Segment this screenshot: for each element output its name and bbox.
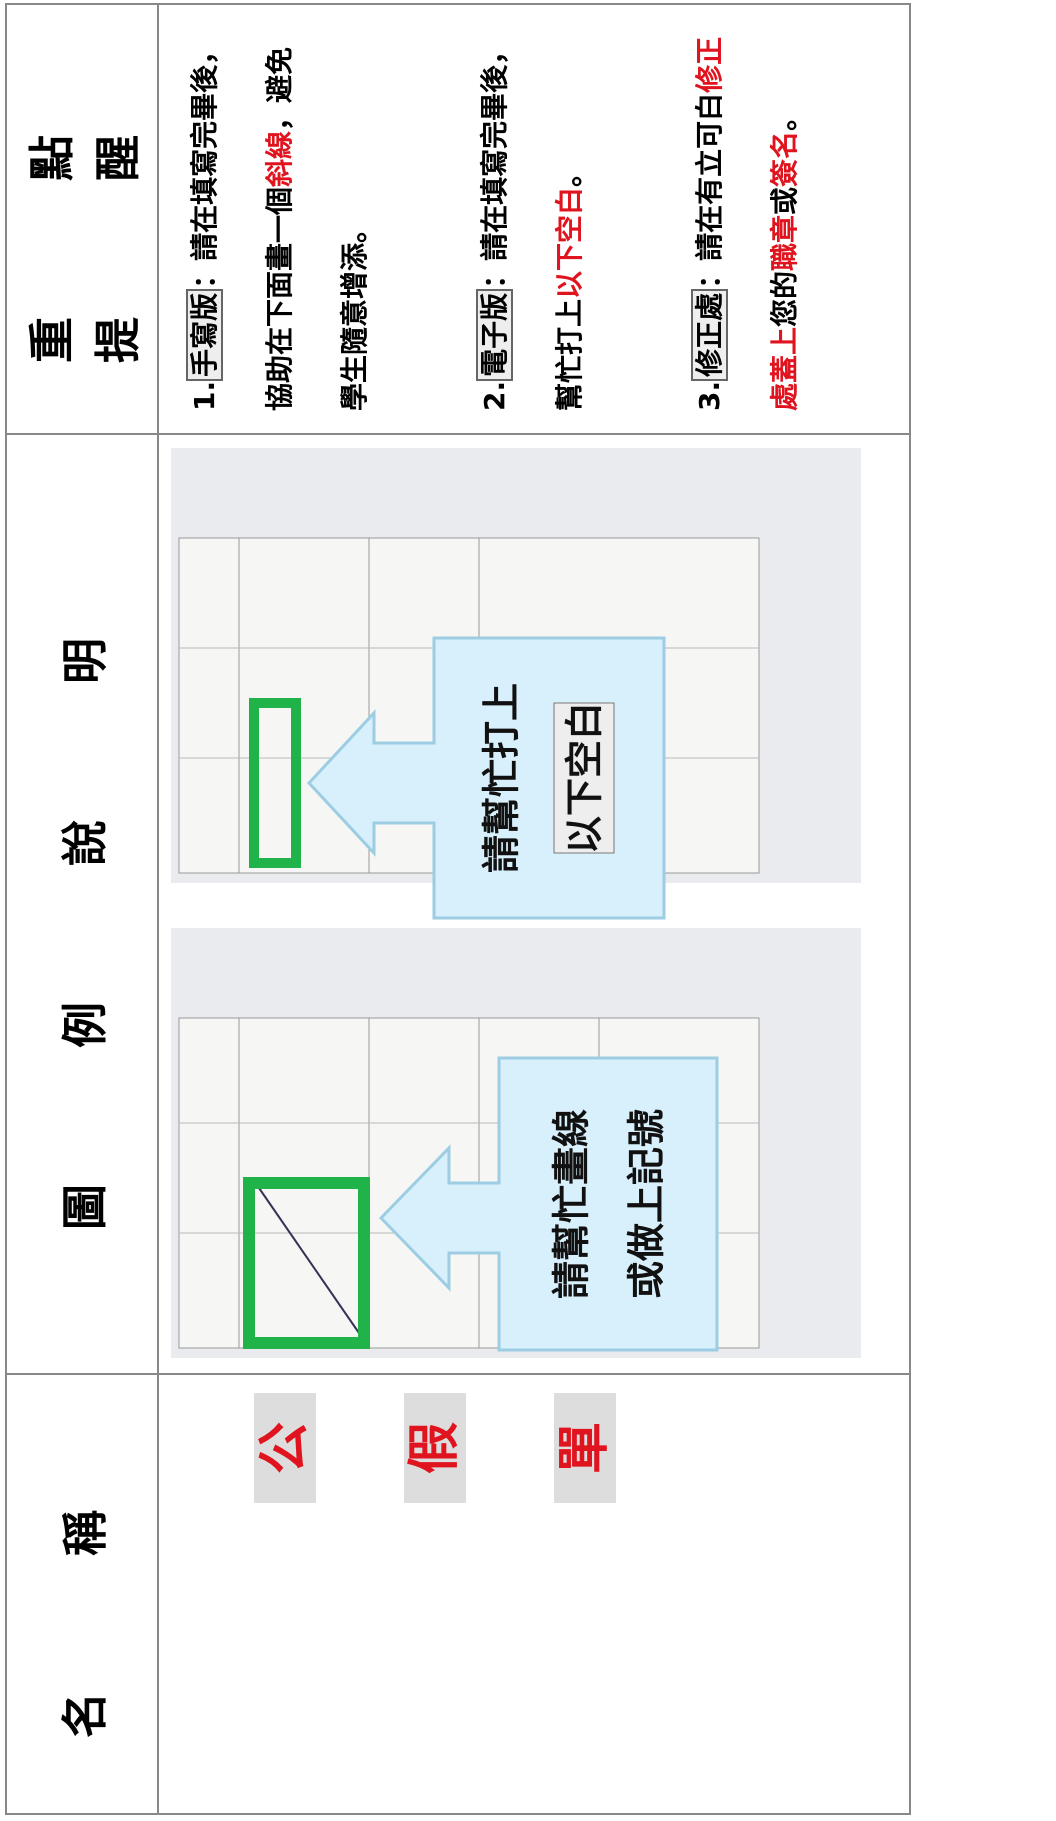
header-cell: 圖 例 說 明: [6, 434, 158, 1374]
note: 1.手寫版：請在填寫完畢後，協助在下面畫一個斜線，避免學生隨意增添。: [167, 25, 392, 411]
note-part: 手寫版: [186, 288, 223, 381]
note-part: 您的: [768, 270, 801, 327]
note-part: 修正處: [691, 288, 728, 381]
notes-cell: 1.手寫版：請在填寫完畢後，協助在下面畫一個斜線，避免學生隨意增添。 2.電子版：…: [158, 4, 910, 434]
name-char: 假: [404, 1393, 466, 1503]
callout-text: 或做上記號: [625, 1109, 669, 1299]
name-cell: 公假單: [158, 1374, 910, 1814]
note: 2.電子版：請在填寫完畢後，幫忙打上以下空白。: [457, 25, 607, 411]
example-cell: 請幫忙畫線 或做上記號 請幫忙打上 以下空白: [158, 434, 910, 1374]
note-part: 斜線: [263, 130, 296, 187]
name-char: 單: [554, 1393, 616, 1503]
sheet: 名 稱 圖 例 說 明 重 點 提 醒 公假單: [5, 4, 910, 1815]
callout-text: 請幫忙畫線: [550, 1109, 594, 1299]
note-part: 。: [768, 102, 801, 131]
note-part: 或: [768, 186, 801, 215]
note-part: 簽名: [768, 130, 801, 187]
note-part: 。: [553, 158, 586, 187]
header-cell: 名 稱: [6, 1374, 158, 1814]
note-part: 電子版: [476, 288, 513, 381]
note-part: 1.: [188, 380, 221, 411]
callout-text: 以下空白: [563, 702, 607, 854]
info-table: 名 稱 圖 例 說 明 重 點 提 醒 公假單: [5, 3, 911, 1815]
note-part: 2.: [478, 380, 511, 411]
note-part: 3.: [693, 380, 726, 411]
note-part: 職章: [768, 214, 801, 271]
note-part: ：請在有立可白: [693, 92, 726, 289]
name-char: 公: [254, 1393, 316, 1503]
note-part: 以下空白: [553, 186, 586, 299]
note: 3.修正處：請在有立可白修正處蓋上您的職章或簽名。: [672, 25, 822, 411]
header-cell: 重 點 提 醒: [6, 4, 158, 434]
examples: 請幫忙畫線 或做上記號 請幫忙打上 以下空白: [171, 448, 861, 1358]
callout-text: 請幫忙打上: [480, 683, 524, 873]
photo-handwritten: [171, 928, 861, 1358]
